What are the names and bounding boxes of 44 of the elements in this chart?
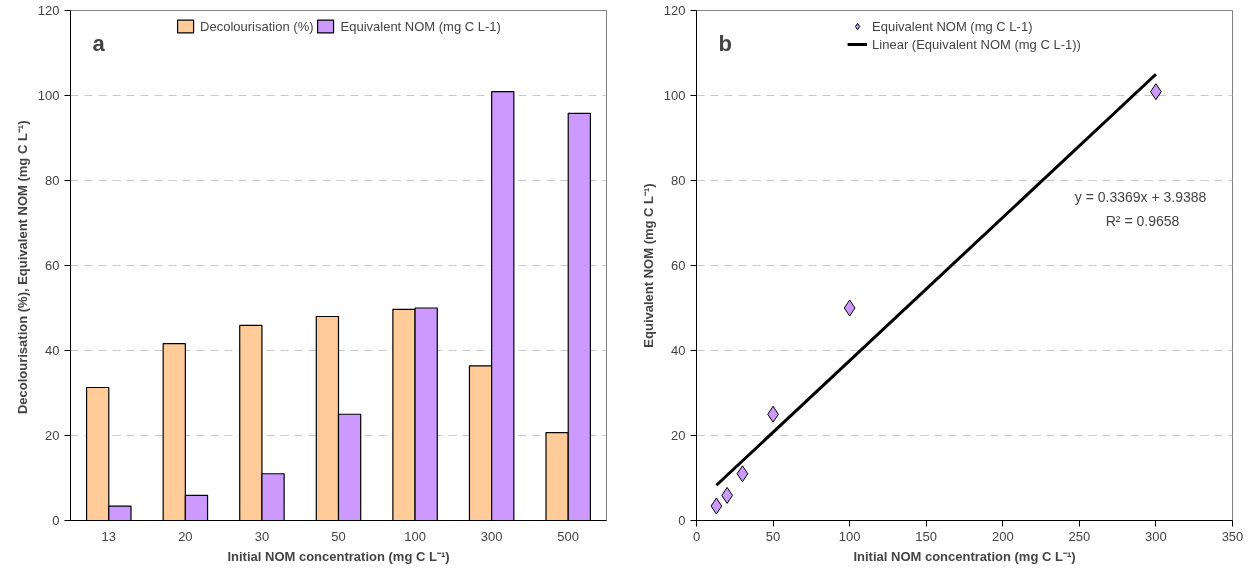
y-tick-label: 0	[678, 513, 686, 528]
annotation: R² = 0.9658	[1105, 212, 1180, 229]
x-tick-label: 100	[404, 528, 426, 544]
y-tick-label: 40	[45, 343, 60, 358]
legend-label: Equivalent NOM (mg C L-1)	[872, 18, 1033, 34]
x-axis-title: Initial NOM concentration (mg C L⁻¹)	[227, 548, 450, 564]
legend-label: Equivalent NOM (mg C L-1)	[340, 18, 501, 34]
y-tick-label: 80	[45, 173, 60, 188]
y-tick-label: 120	[663, 3, 686, 18]
y-tick-label: 20	[671, 428, 686, 443]
x-axis-title: Initial NOM concentration (mg C L⁻¹)	[853, 548, 1076, 564]
y-tick-label: 80	[671, 173, 686, 188]
point	[843, 299, 856, 317]
legend-label: Decolourisation (%)	[200, 18, 314, 34]
y-axis-title: Equivalent NOM (mg C L⁻¹)	[640, 183, 656, 348]
x-tick-label: 300	[1145, 528, 1167, 544]
y-tick-label: 120	[37, 3, 60, 18]
x-tick-label: 100	[838, 528, 861, 544]
x-tick-label: 250	[1068, 528, 1091, 544]
annotation: a	[92, 30, 106, 56]
x-tick-label: 150	[915, 528, 938, 544]
x-tick-label: 350	[1221, 528, 1244, 544]
y-tick-label: 60	[671, 258, 686, 273]
x-tick-label: 20	[178, 528, 193, 544]
x-tick-label: 0	[692, 528, 701, 544]
x-tick-label: 13	[101, 528, 117, 544]
x-tick-label: 200	[991, 528, 1014, 544]
x-tick-label: 300	[480, 528, 503, 544]
point	[736, 465, 749, 483]
point	[710, 497, 723, 515]
y-tick-label: 100	[663, 88, 686, 103]
x-tick-label: 50	[765, 528, 781, 544]
annotation: b	[718, 30, 732, 56]
x-tick-label: 500	[557, 528, 580, 544]
legend-label: Linear (Equivalent NOM (mg C L-1))	[872, 36, 1081, 52]
y-tick-label: 20	[45, 428, 60, 443]
y-axis-title: Decolourisation (%), Equivalent NOM (mg C L⁻¹)	[14, 120, 30, 415]
y-tick-label: 60	[45, 258, 60, 273]
y-tick-label: 100	[37, 88, 60, 103]
x-tick-label: 50	[331, 528, 346, 544]
x-tick-label: 30	[254, 528, 270, 544]
y-tick-label: 0	[52, 513, 60, 528]
y-tick-label: 40	[671, 343, 686, 358]
annotation: y = 0.3369x + 3.9388	[1074, 188, 1207, 205]
